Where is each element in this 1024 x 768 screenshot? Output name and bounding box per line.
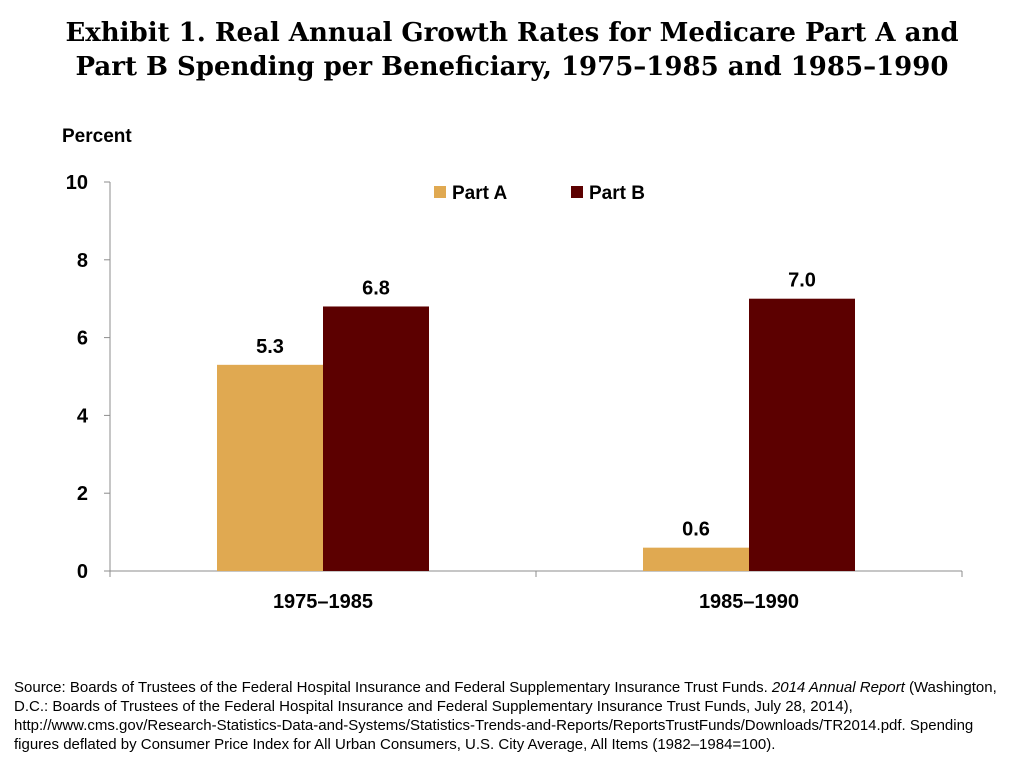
source-report-title: 2014 Annual Report — [771, 679, 905, 696]
y-tick-label: 10 — [66, 172, 88, 194]
chart-title: Exhibit 1. Real Annual Growth Rates for … — [0, 16, 1024, 84]
chart-title-line-1: Exhibit 1. Real Annual Growth Rates for … — [65, 18, 959, 48]
chart-title-line-2: Part B Spending per Beneficiary, 1975–19… — [75, 52, 949, 82]
bar-part-b-1 — [323, 306, 429, 571]
legend-label: Part A — [452, 183, 508, 204]
y-tick-label: 4 — [77, 405, 89, 427]
data-label: 7.0 — [788, 270, 816, 292]
legend-swatch-2 — [571, 186, 583, 198]
bar-part-a-2 — [643, 547, 749, 571]
y-tick-label: 8 — [77, 250, 88, 272]
source-prefix: Source: Boards of Trustees of the Federa… — [14, 679, 772, 696]
legend-label: Part B — [589, 183, 645, 204]
y-tick-label: 2 — [77, 483, 88, 505]
data-label: 0.6 — [682, 519, 710, 541]
x-category-label: 1975–1985 — [273, 591, 373, 613]
x-category-label: 1985–1990 — [699, 591, 799, 613]
y-tick-label: 0 — [77, 561, 88, 583]
y-tick-label: 6 — [77, 328, 88, 350]
y-axis-label: Percent — [62, 126, 132, 147]
data-label: 6.8 — [362, 277, 390, 299]
bar-part-b-2 — [749, 298, 855, 571]
bar-part-a-1 — [217, 364, 323, 571]
source-rest: (Washington, D.C.: Boards of Trustees of… — [14, 679, 997, 753]
source-note: Source: Boards of Trustees of the Federa… — [14, 678, 1014, 768]
data-label: 5.3 — [256, 336, 284, 358]
bar-chart: Percent 0 2 4 6 8 10 1975–1985 5.3 6.8 1985–1990 0.… — [62, 126, 963, 613]
legend-swatch-1 — [434, 186, 446, 198]
